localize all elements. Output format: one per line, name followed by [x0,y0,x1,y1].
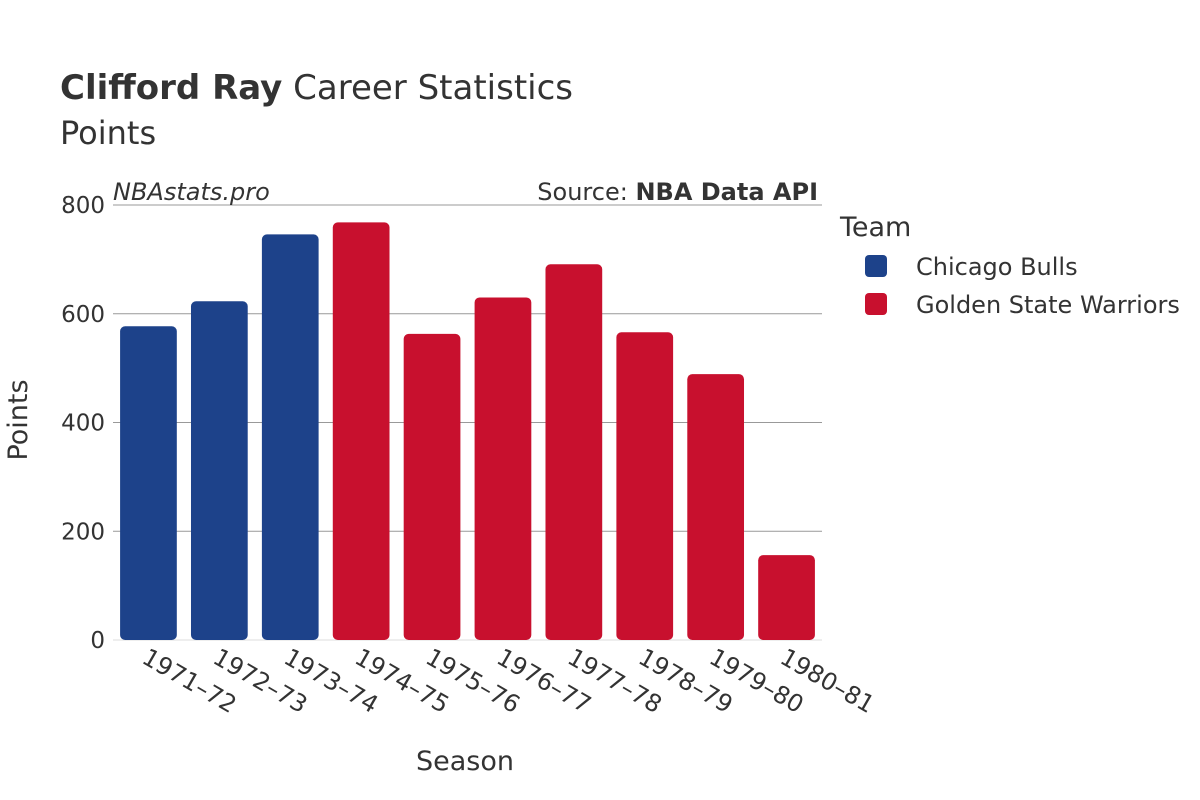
y-tick-label: 200 [61,519,105,545]
y-tick-label: 0 [90,628,105,654]
legend-swatch-golden-state-warriors [865,293,887,315]
legend-label-chicago-bulls: Chicago Bulls [916,253,1078,281]
source-name: NBA Data API [635,178,818,206]
x-tick-labels: 1971–721972–731973–741974–751975–761976–… [137,643,879,719]
bars [120,222,815,641]
legend-item-golden-state-warriors[interactable]: Golden State Warriors [865,291,1180,319]
bar-1976–77[interactable] [474,297,532,640]
y-tick-labels: 0 200 400 600 800 [61,193,105,654]
bar-1972–73[interactable] [190,301,248,640]
y-axis-title: Points [3,379,34,460]
chart-title: Clifford Ray Career Statistics [60,68,573,108]
y-tick-label: 400 [61,411,105,437]
y-tick-label: 600 [61,302,105,328]
bar-1978–79[interactable] [616,332,674,640]
x-axis-title: Season [416,746,514,777]
legend-label-golden-state-warriors: Golden State Warriors [916,291,1180,319]
legend-item-chicago-bulls[interactable]: Chicago Bulls [865,253,1078,281]
source-prefix: Source: [537,178,635,206]
chart-subtitle: Points [60,114,157,152]
bar-1975–76[interactable] [403,333,461,640]
player-name: Clifford Ray [60,68,283,108]
bar-1980–81[interactable] [758,555,815,640]
bar-1971–72[interactable] [120,326,177,640]
y-tick-label: 800 [61,193,105,219]
bar-1979–80[interactable] [687,374,745,640]
bar-1974–75[interactable] [332,222,390,640]
title-suffix: Career Statistics [282,68,574,108]
bar-1973–74[interactable] [261,234,319,641]
source-text: Source: NBA Data API [537,178,818,206]
bar-1977–78[interactable] [545,264,603,640]
legend-swatch-chicago-bulls [865,255,887,277]
watermark: NBAstats.pro [113,178,270,206]
legend-title: Team [839,212,911,243]
